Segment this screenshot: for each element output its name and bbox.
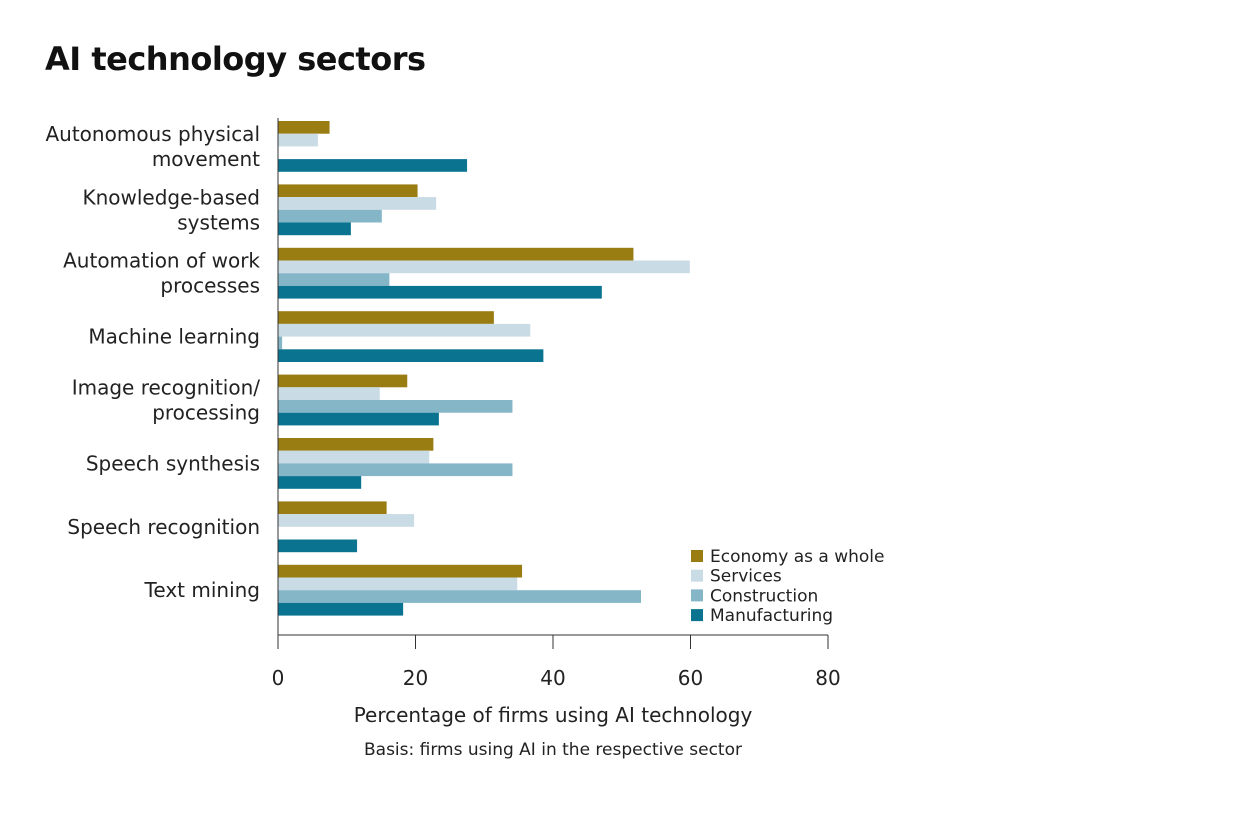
- bars-group: [278, 121, 690, 616]
- bar-knowledge-based-systems-manufacturing: [278, 222, 351, 236]
- bar-text-mining-manufacturing: [278, 602, 404, 616]
- x-tick-label-0: 0: [272, 666, 285, 690]
- category-label-speech-recognition: Speech recognition: [67, 515, 260, 539]
- category-label-knowledge-based-systems-line1: Knowledge-based: [82, 185, 260, 209]
- bar-autonomous-physical-movement-services: [278, 133, 318, 147]
- x-axis: 0 20 40 60 80: [272, 118, 841, 690]
- bar-machine-learning-construction: [278, 336, 283, 350]
- legend-swatch-economy-as-a-whole: [691, 550, 703, 562]
- bar-autonomous-physical-movement-manufacturing: [278, 159, 468, 172]
- bar-automation-of-work-processes-services: [278, 260, 690, 274]
- legend-swatch-construction: [691, 589, 703, 602]
- bar-automation-of-work-processes-manufacturing: [278, 285, 602, 299]
- bar-speech-synthesis-construction: [278, 463, 513, 477]
- bar-speech-synthesis-economy-as-a-whole: [278, 438, 434, 451]
- category-label-autonomous-physical-movement-line1: Autonomous physical: [45, 122, 260, 146]
- bar-knowledge-based-systems-economy-as-a-whole: [278, 184, 418, 198]
- legend: Economy as a wholeServicesConstructionMa…: [691, 547, 884, 626]
- x-tick-label-40: 40: [540, 666, 565, 690]
- chart-title: AI technology sectors: [45, 40, 426, 78]
- bar-image-recognition-processing-construction: [278, 400, 513, 413]
- bar-image-recognition-processing-manufacturing: [278, 412, 439, 426]
- bar-speech-synthesis-manufacturing: [278, 476, 362, 489]
- bar-automation-of-work-processes-construction: [278, 273, 390, 286]
- bar-knowledge-based-systems-construction: [278, 209, 382, 223]
- legend-label-economy-as-a-whole: Economy as a whole: [710, 547, 884, 567]
- legend-label-services: Services: [710, 567, 782, 587]
- bar-speech-recognition-manufacturing: [278, 539, 358, 553]
- category-label-text-mining: Text mining: [144, 578, 260, 602]
- bar-autonomous-physical-movement-economy-as-a-whole: [278, 121, 330, 134]
- bar-machine-learning-economy-as-a-whole: [278, 311, 494, 324]
- x-tick-label-80: 80: [815, 666, 840, 690]
- x-tick-label-20: 20: [403, 666, 428, 690]
- bar-image-recognition-processing-economy-as-a-whole: [278, 374, 408, 388]
- basis-note: Basis: firms using AI in the respective …: [364, 740, 742, 760]
- bar-knowledge-based-systems-services: [278, 197, 437, 210]
- category-label-speech-synthesis: Speech synthesis: [86, 451, 260, 475]
- category-label-automation-of-work-processes-line1: Automation of work: [63, 249, 260, 273]
- bar-speech-synthesis-services: [278, 450, 430, 464]
- legend-label-manufacturing: Manufacturing: [710, 606, 833, 626]
- category-label-autonomous-physical-movement-line2: movement: [152, 147, 260, 171]
- bar-text-mining-construction: [278, 590, 641, 603]
- bar-automation-of-work-processes-economy-as-a-whole: [278, 247, 634, 261]
- legend-swatch-services: [691, 569, 703, 582]
- category-label-image-recognition-processing-line2: processing: [152, 401, 260, 425]
- bar-machine-learning-manufacturing: [278, 349, 544, 362]
- legend-label-construction: Construction: [710, 586, 818, 606]
- bar-speech-recognition-services: [278, 514, 415, 527]
- x-axis-title: Percentage of firms using AI technology: [354, 703, 753, 727]
- bar-machine-learning-services: [278, 323, 531, 337]
- bar-image-recognition-processing-services: [278, 387, 380, 400]
- category-label-automation-of-work-processes-line2: processes: [160, 274, 260, 298]
- bar-text-mining-economy-as-a-whole: [278, 564, 523, 578]
- legend-swatch-manufacturing: [691, 609, 703, 622]
- category-label-image-recognition-processing-line1: Image recognition/: [72, 376, 261, 400]
- x-tick-label-60: 60: [678, 666, 703, 690]
- bar-speech-recognition-economy-as-a-whole: [278, 501, 387, 515]
- category-label-machine-learning: Machine learning: [88, 325, 260, 349]
- bar-text-mining-services: [278, 577, 518, 591]
- category-label-knowledge-based-systems-line2: systems: [177, 210, 260, 234]
